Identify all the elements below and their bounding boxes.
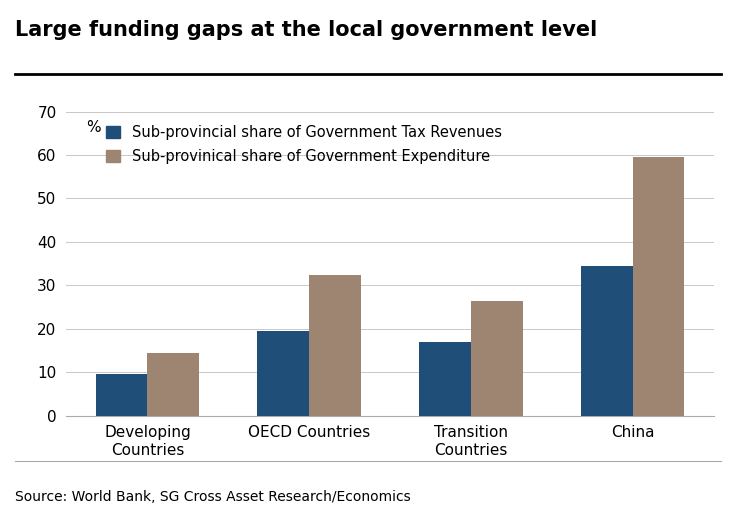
Legend: Sub-provincial share of Government Tax Revenues, Sub-provinical share of Governm: Sub-provincial share of Government Tax R…: [106, 125, 502, 164]
Text: Large funding gaps at the local government level: Large funding gaps at the local governme…: [15, 20, 597, 40]
Bar: [309, 274, 361, 416]
Text: %: %: [86, 120, 101, 135]
Bar: [96, 375, 147, 416]
Text: Source: World Bank, SG Cross Asset Research/Economics: Source: World Bank, SG Cross Asset Resea…: [15, 490, 411, 504]
Bar: [471, 301, 523, 416]
Bar: [258, 331, 309, 416]
Bar: [147, 353, 199, 416]
Bar: [633, 157, 684, 416]
Bar: [581, 266, 633, 416]
Bar: [420, 342, 471, 416]
